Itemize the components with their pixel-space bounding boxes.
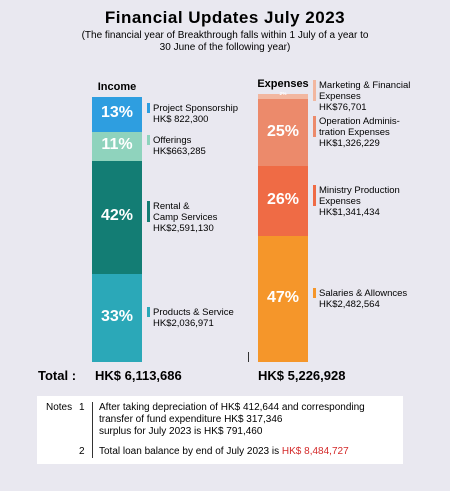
amount-label: HK$2,482,564 bbox=[319, 299, 380, 311]
value-label: 47% bbox=[266, 289, 300, 307]
amount-label: HK$663,285 bbox=[153, 146, 206, 158]
label-marker bbox=[313, 80, 316, 102]
label-marker bbox=[147, 135, 150, 146]
subtitle: (The financial year of Breakthrough fall… bbox=[81, 30, 369, 53]
segment-label: Products & Service HK$2,036,971 bbox=[147, 306, 234, 329]
segment-label: Project Sponsorship HK$ 822,300 bbox=[147, 103, 238, 125]
segment-label: Operation Adminis- tration Expenses HK$1,… bbox=[313, 116, 400, 149]
chart-title: Expenses bbox=[257, 78, 309, 90]
category-label: Salaries & Allownces bbox=[319, 288, 408, 300]
note-number: 1 bbox=[79, 402, 85, 413]
category-label: Rental & Camp Services bbox=[153, 200, 218, 223]
value-label: 13% bbox=[100, 104, 134, 122]
amount-label: HK$1,326,229 bbox=[319, 138, 380, 150]
value-label: 2% bbox=[279, 92, 287, 98]
amount-label: HK$76,701 bbox=[319, 102, 367, 114]
total-label: Total : bbox=[38, 368, 77, 383]
label-marker bbox=[147, 306, 150, 317]
chart-title: Income bbox=[97, 80, 137, 93]
category-label: Operation Adminis- tration Expenses bbox=[319, 116, 400, 139]
notes-divider bbox=[92, 402, 93, 458]
value-label: 11% bbox=[101, 136, 133, 154]
segment bbox=[92, 161, 142, 274]
segment-label: Marketing & Financial Expenses HK$76,701 bbox=[313, 80, 410, 113]
category-label: Marketing & Financial Expenses bbox=[319, 80, 411, 103]
value-label: 42% bbox=[100, 207, 134, 225]
amount-label: HK$1,341,434 bbox=[319, 206, 380, 218]
label-marker bbox=[313, 116, 316, 138]
segment bbox=[258, 236, 308, 362]
amount-label: HK$ 822,300 bbox=[153, 114, 209, 126]
segment bbox=[258, 94, 308, 100]
segment-label: Offerings HK$663,285 bbox=[147, 135, 206, 157]
note-highlight: HK$ 8,484,727 bbox=[281, 446, 349, 457]
note-text: After taking depreciation of HK$ 412,644… bbox=[99, 402, 365, 437]
value-label: 25% bbox=[266, 122, 300, 140]
category-label: Ministry Production Expenses bbox=[319, 184, 400, 207]
segment-label: Salaries & Allownces HK$2,482,564 bbox=[313, 288, 407, 310]
note-text-part: Total loan balance by end of July 2023 i… bbox=[99, 446, 282, 457]
category-label: Offerings bbox=[153, 135, 192, 147]
expenses-total: HK$ 5,226,928 bbox=[258, 368, 346, 383]
label-marker bbox=[147, 200, 150, 222]
label-marker bbox=[313, 288, 316, 299]
category-label: Products & Service bbox=[153, 306, 234, 318]
separator-tick bbox=[248, 352, 249, 362]
note-number: 2 bbox=[79, 446, 85, 457]
title: Financial Updates July 2023 bbox=[104, 8, 346, 27]
income-total: HK$ 6,113,686 bbox=[95, 368, 182, 383]
segment bbox=[92, 131, 142, 161]
segment-label: Ministry Production Expenses HK$1,341,434 bbox=[313, 184, 400, 218]
segment bbox=[92, 96, 142, 132]
segment bbox=[258, 166, 308, 237]
note-text: Total loan balance by end of July 2023 i… bbox=[99, 446, 349, 458]
value-label: 33% bbox=[100, 307, 134, 325]
segment-label: Rental & Camp Services HK$2,591,130 bbox=[147, 200, 218, 234]
category-label: Project Sponsorship bbox=[153, 103, 239, 115]
label-marker bbox=[313, 184, 316, 206]
amount-label: HK$2,591,130 bbox=[153, 222, 214, 234]
segment bbox=[92, 273, 142, 362]
amount-label: HK$2,036,971 bbox=[153, 317, 214, 329]
segment bbox=[258, 99, 308, 167]
label-marker bbox=[147, 103, 150, 114]
notes-box bbox=[37, 396, 403, 464]
notes-label: Notes bbox=[46, 402, 73, 413]
value-label: 26% bbox=[266, 191, 300, 209]
